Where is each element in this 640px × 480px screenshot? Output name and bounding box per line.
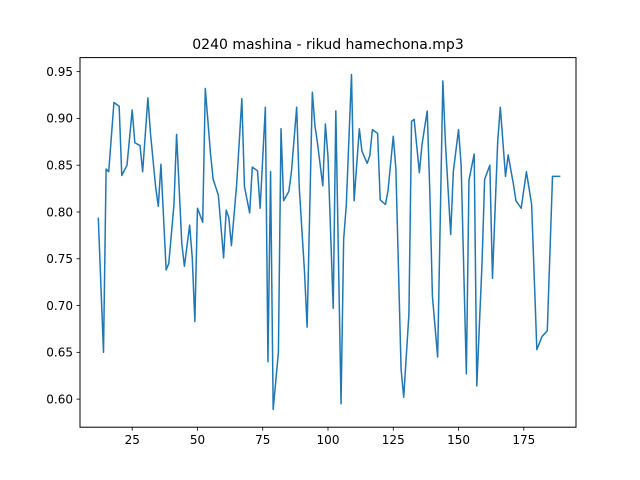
y-axis: 0.60 0.65 0.70 0.75 0.80 0.85 0.90 0.95 xyxy=(46,65,80,406)
x-tick-label: 175 xyxy=(512,433,535,447)
x-tick-label: 25 xyxy=(125,433,140,447)
x-tick-label: 125 xyxy=(382,433,405,447)
chart-title: 0240 mashina - rikud hamechona.mp3 xyxy=(192,37,463,53)
plot-frame xyxy=(79,57,577,428)
y-tick-label: 0.75 xyxy=(46,252,73,266)
x-tick-label: 100 xyxy=(317,433,340,447)
x-tick-label: 50 xyxy=(190,433,205,447)
x-axis: 25 50 75 100 125 150 175 xyxy=(125,427,535,447)
y-tick-label: 0.70 xyxy=(46,299,73,313)
y-tick-label: 0.85 xyxy=(46,159,73,173)
series-layer xyxy=(97,73,561,411)
series-line-0 xyxy=(97,73,561,411)
x-tick-label: 75 xyxy=(255,433,270,447)
y-tick-label: 0.95 xyxy=(46,65,73,79)
y-tick-label: 0.60 xyxy=(46,392,73,406)
x-tick-label: 150 xyxy=(447,433,470,447)
y-tick-label: 0.65 xyxy=(46,346,73,360)
y-tick-label: 0.90 xyxy=(46,112,73,126)
y-tick-label: 0.80 xyxy=(46,205,73,219)
